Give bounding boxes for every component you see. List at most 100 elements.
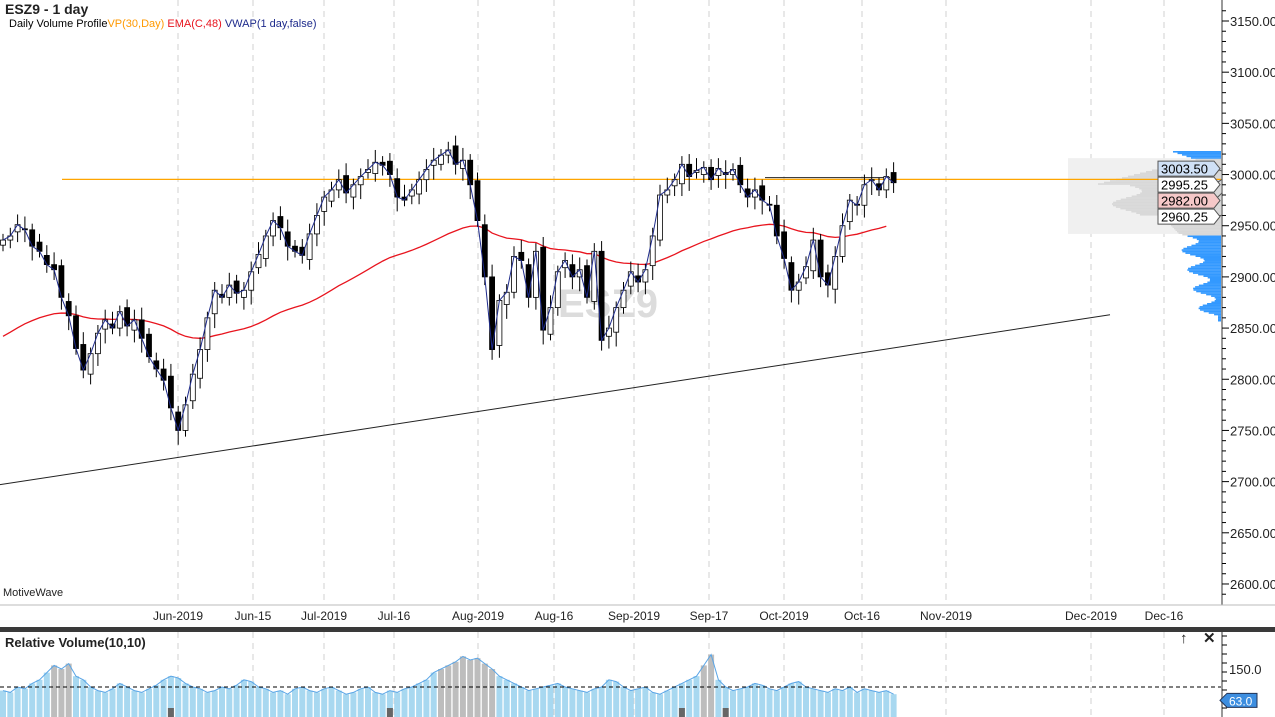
- volume-profile-bar: [1174, 227, 1222, 230]
- price-marker-tag: [1157, 160, 1221, 177]
- panel-divider[interactable]: [0, 627, 1275, 632]
- volume-profile-bar: [1218, 318, 1222, 320]
- relative-volume-bar: [496, 676, 503, 717]
- relative-volume-bar: [547, 685, 554, 717]
- legend-ema[interactable]: EMA(C,48): [167, 18, 222, 30]
- relative-volume-bar: [73, 676, 79, 717]
- legend-vp[interactable]: VP(30,Day): [107, 18, 165, 30]
- candle-body: [540, 246, 547, 331]
- volume-profile-bar: [1195, 158, 1222, 161]
- relative-volume-bar: [423, 679, 430, 717]
- volume-profile-bar: [1209, 279, 1222, 282]
- rv-tick-label: 150.0: [1229, 662, 1262, 677]
- relative-volume-bar: [569, 688, 576, 717]
- volume-profile-bar: [1206, 293, 1222, 296]
- volume-profile-bar: [1218, 319, 1222, 322]
- relative-volume-bar: [204, 692, 211, 717]
- price-tick-label: 2600.00: [1230, 577, 1275, 592]
- relative-volume-bar: [343, 694, 350, 717]
- relative-volume-bar: [657, 694, 663, 717]
- legend-vwap[interactable]: VWAP(1 day,false): [224, 18, 317, 30]
- candle: [182, 396, 189, 437]
- relative-volume-bar: [124, 687, 131, 717]
- candle-body: [182, 404, 189, 431]
- candle: [438, 148, 444, 171]
- candle: [394, 168, 401, 212]
- relative-volume-bar: [540, 687, 547, 717]
- volume-profile-bar: [1218, 315, 1222, 317]
- price-marker: 3003.50: [1157, 160, 1223, 177]
- candle-body: [153, 360, 160, 370]
- candle-body: [29, 229, 36, 247]
- candle: [452, 135, 459, 175]
- low-volume-bar: [678, 708, 685, 717]
- relative-volume-bar: [87, 687, 94, 717]
- candle: [153, 352, 160, 378]
- relative-volume-bar: [262, 688, 269, 717]
- legend-daily-volume-profile[interactable]: Daily Volume Profile: [9, 18, 108, 30]
- relative-volume-bar: [350, 692, 357, 717]
- volume-profile-bar: [1182, 250, 1222, 253]
- relative-volume-bar: [839, 690, 846, 717]
- volume-profile-bar: [1207, 281, 1222, 284]
- relative-volume-bar: [824, 692, 831, 717]
- relative-volume-bar: [372, 692, 379, 717]
- volume-profile-bar: [1187, 269, 1222, 271]
- candle: [511, 246, 517, 299]
- candle-body: [284, 231, 291, 247]
- relative-volume-bar: [292, 688, 298, 717]
- volume-profile-bar: [1185, 252, 1222, 254]
- volume-profile-bar: [1204, 260, 1222, 262]
- low-volume-bar: [386, 708, 393, 717]
- close-panel-icon[interactable]: ✕: [1203, 630, 1216, 647]
- time-tick-label: Nov-2019: [920, 609, 972, 623]
- volume-profile-bar: [1193, 287, 1222, 290]
- price-tick-label: 3150.00: [1230, 14, 1275, 29]
- relative-volume-bar: [861, 688, 868, 717]
- time-tick-label: Aug-2019: [452, 609, 504, 623]
- relative-volume-bar: [29, 683, 36, 717]
- relative-volume-bar: [737, 688, 744, 717]
- price-marker-label: 3003.50: [1161, 162, 1208, 177]
- time-tick-label: Oct-16: [844, 609, 880, 623]
- maximize-panel-icon[interactable]: ↑: [1180, 630, 1188, 647]
- candle: [503, 284, 510, 319]
- relative-volume-bar: [554, 683, 561, 717]
- candle-body: [803, 266, 809, 279]
- volume-profile-bar: [1192, 272, 1222, 274]
- price-tick-label: 2650.00: [1230, 526, 1275, 541]
- volume-profile-bar: [1198, 240, 1222, 242]
- relative-volume-bar: [803, 687, 809, 717]
- relative-volume-bar: [693, 676, 700, 717]
- relative-volume-bar: [43, 672, 50, 717]
- relative-volume-bar: [299, 687, 306, 717]
- relative-volume-bar: [474, 658, 481, 717]
- volume-profile-bar: [1198, 284, 1222, 287]
- candle-body: [496, 300, 503, 346]
- candle: [693, 158, 700, 179]
- relative-volume-bar: [467, 660, 474, 717]
- relative-volume-bar: [620, 687, 627, 717]
- candle-body: [73, 315, 79, 349]
- candle: [80, 332, 87, 379]
- relative-volume-bar: [240, 679, 247, 717]
- volume-profile-bar: [1196, 238, 1222, 241]
- relative-volume-bar: [365, 687, 371, 717]
- volume-profile-bar: [1191, 244, 1222, 247]
- relative-volume-bar: [766, 688, 773, 717]
- volume-profile-bar: [1181, 249, 1222, 251]
- price-tick-label: 2750.00: [1230, 423, 1275, 438]
- price-marker-label: 2982.00: [1161, 194, 1208, 209]
- relative-volume-bar: [189, 687, 196, 717]
- relative-volume-bar: [146, 688, 152, 717]
- relative-volume-bar: [525, 690, 532, 717]
- relative-volume-bar: [868, 690, 875, 717]
- candle: [861, 174, 868, 218]
- candle: [372, 149, 379, 182]
- candle-body: [335, 179, 342, 191]
- relative-volume-bar: [313, 692, 320, 717]
- time-tick-label: Jun-2019: [153, 609, 203, 623]
- relative-volume-bar: [430, 672, 437, 717]
- time-tick-label: Aug-16: [535, 609, 574, 623]
